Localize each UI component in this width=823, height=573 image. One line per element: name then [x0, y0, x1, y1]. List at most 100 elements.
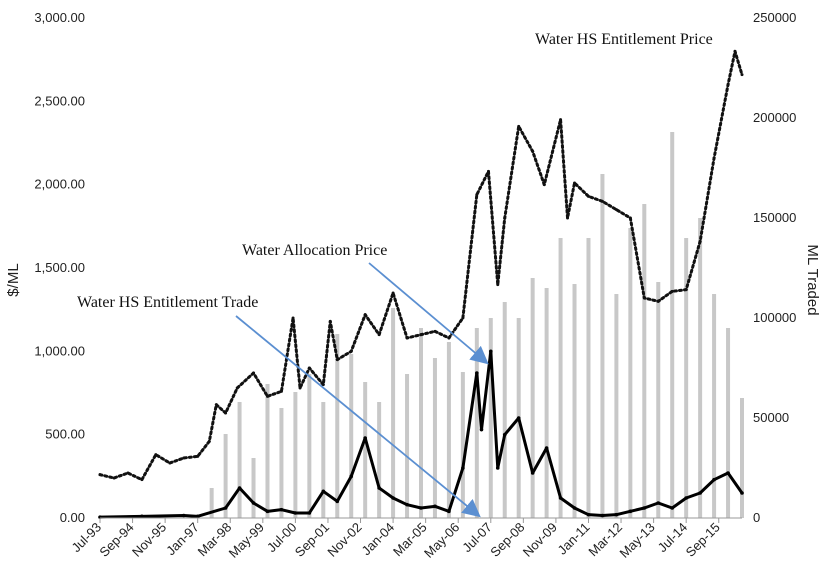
- left-axis-ticks: 0.00 500.00 1,000.00 1,500.00 2,000.00 2,500.…: [34, 10, 85, 525]
- volume-bar: [670, 132, 675, 518]
- volume-bar: [684, 238, 689, 518]
- right-tick-label: 150000: [753, 210, 796, 225]
- right-tick-label: 200000: [753, 110, 796, 125]
- entitlement-price-point: [726, 83, 730, 87]
- volume-bar: [656, 282, 661, 518]
- allocation-price-point: [726, 471, 730, 475]
- volume-bar: [419, 328, 423, 518]
- entitlement-price-point: [168, 461, 172, 465]
- entitlement-price-point: [503, 216, 507, 220]
- left-tick-label: 500.00: [45, 427, 85, 442]
- left-tick-label: 2,000.00: [34, 177, 85, 192]
- entitlement-price-point: [214, 403, 218, 407]
- annotation-entitlement-price: Water HS Entitlement Price: [535, 31, 713, 48]
- volume-bar: [405, 374, 410, 518]
- entitlement-price-point: [600, 199, 604, 203]
- allocation-price-point: [265, 509, 270, 514]
- x-tick-label: May-06: [421, 520, 462, 561]
- allocation-price-point: [495, 466, 500, 470]
- right-axis-ticks: 0 50000 100000 150000 200000 250000: [753, 10, 796, 525]
- right-tick-label: 250000: [753, 10, 796, 25]
- volume-bar: [572, 284, 577, 518]
- x-tick-label: Sep-08: [487, 520, 527, 560]
- entitlement-price-point: [559, 118, 563, 122]
- allocation-price-point: [279, 507, 284, 512]
- x-tick-label: Jan-97: [163, 520, 202, 559]
- entitlement-price-point: [98, 473, 102, 477]
- volume-bar: [614, 294, 619, 518]
- entitlement-price-point: [265, 394, 269, 398]
- allocation-price-point: [656, 501, 661, 505]
- allocation-price-point: [572, 506, 577, 510]
- volume-bar: [446, 342, 451, 518]
- volume-bar: [460, 372, 465, 518]
- left-tick-label: 0.00: [60, 510, 85, 525]
- volume-bar: [391, 308, 396, 518]
- allocation-price-point: [516, 416, 521, 420]
- volume-bar: [209, 488, 214, 518]
- entitlement-price-point: [252, 371, 256, 375]
- left-tick-label: 2,500.00: [34, 93, 85, 108]
- allocation-price-point: [684, 496, 688, 500]
- entitlement-price-point: [656, 299, 660, 303]
- allocation-price-point: [558, 496, 563, 500]
- entitlement-price-point: [307, 366, 311, 370]
- allocation-price-point: [475, 371, 479, 375]
- left-tick-label: 1,500.00: [34, 260, 85, 275]
- x-tick-label: Sep-01: [292, 520, 332, 560]
- x-axis-ticks: Jul-93Sep-94Nov-95Jan-97Mar-98May-99Jul-…: [68, 518, 723, 561]
- volume-bar: [712, 294, 717, 518]
- x-tick-label: Jan-11: [555, 520, 593, 558]
- entitlement-price-point: [126, 471, 130, 475]
- entitlement-price-point: [235, 386, 239, 390]
- entitlement-price-point: [391, 291, 395, 295]
- allocation-price-point: [181, 513, 186, 518]
- entitlement-price-point: [447, 336, 451, 340]
- volume-bar: [307, 374, 312, 518]
- allocation-price-point: [335, 499, 340, 504]
- volume-bar: [335, 334, 340, 518]
- entitlement-price-point: [670, 289, 674, 293]
- allocation-price-point: [251, 501, 256, 505]
- annotation-entitlement-trade: Water HS Entitlement Trade: [77, 294, 258, 311]
- entitlement-price-point: [433, 329, 437, 333]
- volume-bar: [558, 238, 563, 518]
- volume-bar: [279, 408, 284, 518]
- volume-bar: [502, 302, 507, 518]
- volume-bar: [293, 392, 298, 518]
- allocation-price-point: [614, 512, 619, 517]
- allocation-price-point: [419, 506, 423, 510]
- entitlement-price-point: [684, 288, 688, 292]
- allocation-price-point: [433, 504, 437, 509]
- allocation-price-point: [293, 511, 298, 515]
- entitlement-price-point: [573, 181, 577, 185]
- volume-bar: [544, 288, 549, 518]
- allocation-price-point: [628, 509, 633, 514]
- allocation-price-point: [712, 477, 716, 482]
- annotation-allocation-price: Water Allocation Price: [242, 242, 387, 259]
- volume-bar: [265, 384, 270, 518]
- left-tick-label: 1,000.00: [34, 343, 85, 358]
- allocation-price-point: [479, 427, 484, 432]
- entitlement-price-point: [112, 476, 116, 480]
- entitlement-price-point: [154, 453, 158, 457]
- x-tick-label: Nov-09: [520, 520, 560, 560]
- x-tick-label: May-99: [226, 520, 267, 561]
- allocation-price-point: [140, 514, 144, 519]
- left-axis-title: $/ML: [5, 263, 22, 296]
- entitlement-price-point: [405, 336, 409, 340]
- entitlement-price-point: [542, 183, 546, 187]
- entitlement-price-point: [182, 456, 186, 460]
- entitlement-price-point: [740, 73, 744, 77]
- allocation-price-point: [698, 491, 702, 495]
- volume-bar: [642, 204, 647, 518]
- entitlement-price-point: [733, 49, 737, 53]
- allocation-price-point: [321, 489, 326, 494]
- volume-bar: [237, 402, 242, 518]
- entitlement-price-point: [628, 216, 632, 220]
- allocation-price-point: [307, 511, 312, 515]
- entitlement-price-point: [321, 383, 325, 387]
- volume-bar: [530, 278, 535, 518]
- entitlement-price-point: [586, 194, 590, 198]
